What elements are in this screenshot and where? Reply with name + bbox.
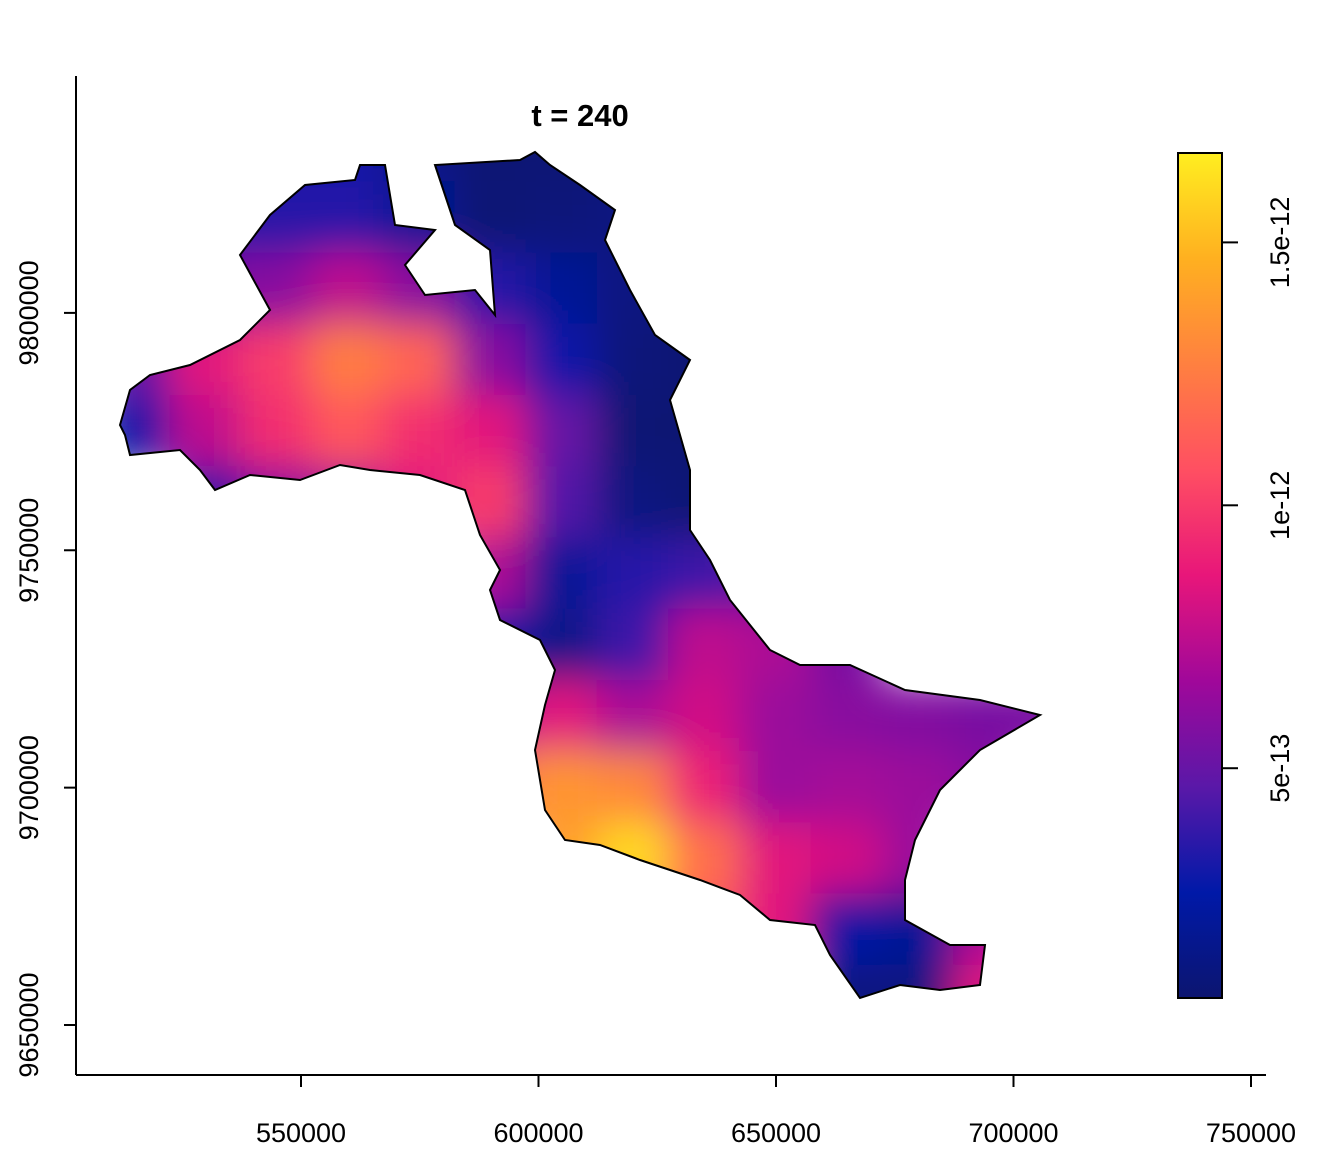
chart-title: t = 240	[531, 98, 628, 133]
raster-cell	[454, 394, 528, 469]
raster-cell	[881, 893, 956, 967]
raster-cell	[668, 252, 742, 326]
raster-cell	[169, 181, 243, 255]
raster-cell	[454, 751, 528, 825]
y-tick-label: 9700000	[14, 735, 44, 840]
raster-cell	[454, 181, 528, 255]
y-tick-label: 9650000	[14, 972, 44, 1077]
raster-cell	[454, 323, 528, 397]
colorbar-tick-label: 1e-12	[1265, 471, 1295, 540]
raster-cell	[454, 679, 528, 754]
raster-cell	[668, 323, 742, 397]
raster-cell	[668, 466, 742, 540]
y-tick-label: 9800000	[14, 260, 44, 365]
raster-cell	[596, 394, 671, 469]
raster-cell	[810, 608, 884, 682]
raster-cell	[383, 152, 457, 184]
raster-cell	[668, 608, 742, 682]
raster-cell	[739, 822, 813, 896]
raster-cell	[383, 466, 457, 540]
raster-cell	[1024, 679, 1040, 754]
raster-cell	[454, 608, 528, 682]
raster-cell	[596, 822, 671, 896]
raster-cell	[596, 608, 671, 682]
raster-cell	[454, 537, 528, 611]
raster-cell	[169, 394, 243, 469]
raster-cell	[311, 181, 386, 255]
raster-cell	[953, 751, 1027, 825]
raster-clip	[120, 152, 1040, 998]
raster-cell	[881, 751, 956, 825]
raster-cell	[525, 394, 599, 469]
raster-cell	[739, 608, 813, 682]
raster-cell	[596, 893, 671, 967]
raster-cell	[668, 893, 742, 967]
raster-cell	[240, 181, 314, 255]
raster-cell	[120, 394, 172, 469]
raster-cell	[525, 466, 599, 540]
raster-cell	[525, 323, 599, 397]
raster-cell	[525, 537, 599, 611]
x-tick-label: 650000	[731, 1118, 821, 1148]
raster-cell	[739, 679, 813, 754]
raster-cell	[240, 394, 314, 469]
raster-cell	[739, 751, 813, 825]
raster-cell	[240, 152, 314, 184]
raster-cell	[953, 964, 1027, 998]
raster-cell	[596, 679, 671, 754]
raster-cell	[596, 323, 671, 397]
raster-cell	[525, 822, 599, 896]
raster-cell	[311, 394, 386, 469]
raster-cell	[240, 252, 314, 326]
raster-cell	[525, 608, 599, 682]
x-tick-label: 550000	[256, 1118, 346, 1148]
raster-cell	[596, 466, 671, 540]
raster-cell	[311, 152, 386, 184]
raster-cell	[454, 466, 528, 540]
raster-cell	[240, 323, 314, 397]
raster-cell	[311, 323, 386, 397]
raster-cell	[668, 822, 742, 896]
raster-cell	[596, 252, 671, 326]
raster-cell	[169, 323, 243, 397]
raster-cell	[383, 323, 457, 397]
raster-cell	[810, 822, 884, 896]
raster-cell	[810, 751, 884, 825]
raster-cell	[383, 252, 457, 326]
raster-cell	[881, 964, 956, 998]
raster-cell	[525, 252, 599, 326]
raster-cell	[383, 394, 457, 469]
raster-cell	[311, 252, 386, 326]
raster-cell	[668, 751, 742, 825]
x-tick-label: 750000	[1206, 1118, 1296, 1148]
raster-cell	[953, 893, 1027, 967]
colorbar-tick-label: 1.5e-12	[1265, 197, 1295, 289]
raster-cell	[668, 679, 742, 754]
raster-cell	[810, 679, 884, 754]
colorbar	[1177, 152, 1223, 999]
x-tick-label: 600000	[493, 1118, 583, 1148]
raster-cell	[311, 466, 386, 540]
raster-cell	[953, 679, 1027, 754]
raster-cell	[810, 893, 884, 967]
raster-cell	[169, 252, 243, 326]
x-tick-label: 700000	[968, 1118, 1058, 1148]
raster-cell	[739, 537, 813, 611]
raster-cell	[525, 181, 599, 255]
raster-cell	[454, 152, 528, 184]
colorbar-tick-label: 5e-13	[1265, 734, 1295, 803]
raster-cell	[810, 964, 884, 998]
raster-cell	[596, 751, 671, 825]
raster-cell	[596, 537, 671, 611]
raster	[120, 152, 1040, 998]
y-tick-label: 9750000	[14, 498, 44, 603]
